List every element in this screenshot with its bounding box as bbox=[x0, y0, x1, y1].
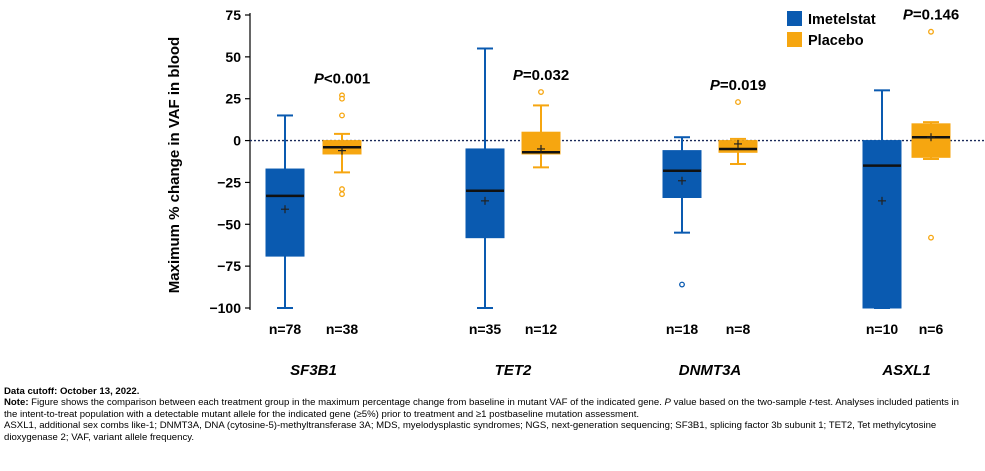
y-tick-label: 0 bbox=[233, 133, 241, 149]
legend-swatch-imetelstat bbox=[787, 11, 802, 26]
n-label: n=10 bbox=[866, 321, 899, 337]
outlier-point bbox=[339, 95, 345, 102]
box-iqr bbox=[521, 131, 561, 155]
outlier-point bbox=[679, 281, 685, 288]
box-dnmt3a-placebo bbox=[718, 99, 758, 166]
n-label: n=18 bbox=[666, 321, 699, 337]
legend-swatch-placebo bbox=[787, 32, 802, 47]
legend-label-imetelstat: Imetelstat bbox=[808, 12, 876, 28]
p-value-label: P<0.001 bbox=[314, 70, 370, 87]
data-cutoff: Data cutoff: October 13, 2022. bbox=[4, 386, 140, 397]
box-tet2-placebo bbox=[521, 89, 561, 169]
figure-note: Note: Figure shows the comparison betwee… bbox=[4, 397, 959, 420]
box-asxl1-imetelstat bbox=[862, 89, 902, 309]
gene-label: SF3B1 bbox=[290, 362, 337, 379]
plot-area: n=78 n=38 SF3B1 P<0.001 n=35 n=12 TET2 P=0.032 n… bbox=[250, 7, 985, 379]
n-label: n=8 bbox=[726, 321, 751, 337]
n-label: n=38 bbox=[326, 321, 359, 337]
footnotes: Data cutoff: October 13, 2022. Note: Fig… bbox=[4, 386, 964, 443]
box-dnmt3a-imetelstat bbox=[662, 136, 702, 288]
box-iqr bbox=[662, 150, 702, 198]
y-tick-label: −75 bbox=[217, 258, 241, 274]
n-label: n=6 bbox=[919, 321, 944, 337]
n-label: n=35 bbox=[469, 321, 502, 337]
box-tet2-imetelstat bbox=[465, 47, 505, 309]
box-plot-chart: Maximum % change in VAF in blood −100 −75… bbox=[166, 7, 985, 379]
outlier-point bbox=[928, 28, 934, 35]
y-tick-label: 50 bbox=[225, 49, 241, 65]
p-value-label: P=0.019 bbox=[710, 77, 766, 94]
gene-label: DNMT3A bbox=[679, 362, 742, 379]
y-tick-label: −100 bbox=[209, 300, 241, 316]
abbreviations: ASXL1, additional sex combs like-1; DNMT… bbox=[4, 420, 937, 443]
outlier-point bbox=[339, 191, 345, 198]
p-value-label: P=0.146 bbox=[903, 7, 959, 24]
y-axis-label: Maximum % change in VAF in blood bbox=[166, 37, 183, 293]
outlier-point bbox=[928, 234, 934, 241]
box-iqr bbox=[862, 140, 902, 309]
outlier-point bbox=[735, 99, 741, 106]
n-label: n=12 bbox=[525, 321, 558, 337]
outlier-point bbox=[538, 89, 544, 95]
outlier-point bbox=[339, 112, 345, 119]
p-value-label: P=0.032 bbox=[513, 67, 569, 84]
y-tick-label: 75 bbox=[225, 7, 241, 23]
gene-label: TET2 bbox=[495, 362, 532, 379]
gene-label: ASXL1 bbox=[881, 362, 930, 379]
y-tick-label: 25 bbox=[225, 91, 241, 107]
box-asxl1-placebo bbox=[911, 28, 951, 241]
y-tick-label: −25 bbox=[217, 174, 241, 190]
legend: Imetelstat Placebo bbox=[787, 11, 876, 49]
box-iqr bbox=[465, 148, 505, 239]
legend-label-placebo: Placebo bbox=[808, 33, 864, 49]
n-label: n=78 bbox=[269, 321, 302, 337]
box-sf3b1-imetelstat bbox=[265, 114, 305, 309]
y-tick-label: −50 bbox=[217, 216, 241, 232]
outlier-point bbox=[339, 186, 345, 193]
box-sf3b1-placebo bbox=[322, 92, 362, 198]
y-axis: −100 −75 −50 −25 0 25 50 75 bbox=[209, 7, 251, 316]
